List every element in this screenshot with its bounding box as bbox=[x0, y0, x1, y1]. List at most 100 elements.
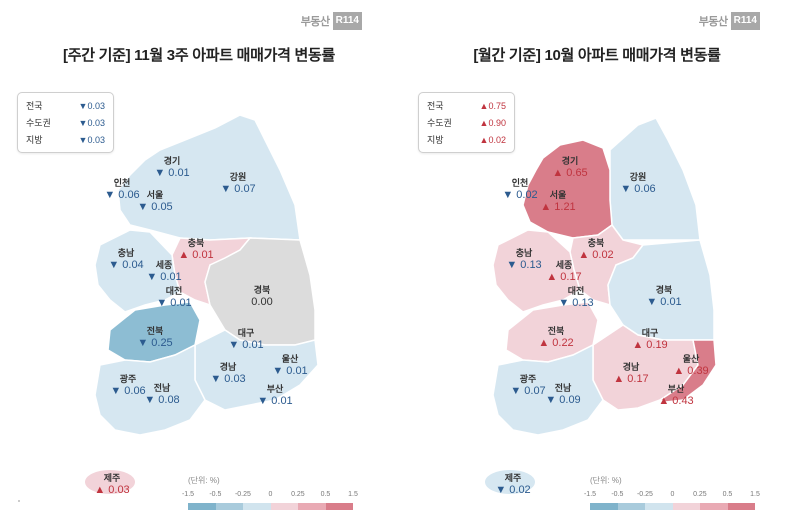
arrow-icon: ▲ bbox=[632, 339, 644, 351]
region-label-sejong: 세종 ▼ 0.01 bbox=[146, 260, 181, 284]
region-label-gangwon: 강원 ▼ 0.07 bbox=[220, 172, 255, 196]
arrow-icon: ▲ bbox=[94, 484, 106, 496]
monthly-map bbox=[485, 117, 717, 494]
legend-ticks: -1.5 -0.5 -0.25 0 0.25 0.5 1.5 bbox=[182, 491, 358, 501]
legend-tick: 0.5 bbox=[722, 491, 733, 498]
region-label-jeonnam: 전남 ▼ 0.09 bbox=[545, 383, 580, 407]
region-value: ▼ 0.07 bbox=[510, 385, 545, 398]
arrow-icon: ▼ bbox=[210, 373, 222, 385]
region-jeonnam bbox=[492, 343, 604, 436]
region-name: 충남 bbox=[117, 248, 135, 258]
region-value: ▼ 0.25 bbox=[137, 337, 172, 350]
region-value-number: 0.06 bbox=[118, 189, 140, 201]
summary-value: ▲0.02 bbox=[480, 135, 506, 145]
arrow-icon: ▼ bbox=[137, 337, 149, 349]
region-chungnam bbox=[492, 229, 581, 313]
region-value-number: 0.13 bbox=[572, 297, 594, 309]
down-arrow-icon: ▼ bbox=[78, 134, 88, 145]
arrow-icon: ▼ bbox=[110, 385, 122, 397]
region-value-number: 0.65 bbox=[566, 167, 588, 179]
region-value-number: 0.01 bbox=[168, 167, 190, 179]
region-name: 전남 bbox=[153, 383, 171, 393]
arrow-icon: ▼ bbox=[104, 189, 116, 201]
region-label-jeonnam: 전남 ▼ 0.08 bbox=[144, 383, 179, 407]
region-label-jeju: 제주 ▼ 0.02 bbox=[495, 473, 530, 497]
arrow-icon: ▼ bbox=[506, 259, 518, 271]
region-value-number: 0.01 bbox=[192, 249, 214, 261]
summary-name: 전국 bbox=[26, 101, 43, 111]
region-gyeonggi-gangwon bbox=[117, 114, 301, 241]
region-value: ▼ 0.04 bbox=[108, 259, 143, 272]
region-name: 제주 bbox=[103, 473, 121, 483]
down-arrow-icon: ▼ bbox=[78, 100, 88, 111]
logo-text: 부동산 bbox=[300, 16, 330, 28]
region-label-gangwon: 강원 ▼ 0.06 bbox=[620, 172, 655, 196]
region-label-seoul: 서울 ▲ 1.21 bbox=[540, 190, 575, 214]
region-value: ▲ 0.01 bbox=[178, 249, 213, 262]
region-name: 충북 bbox=[187, 238, 205, 248]
arrow-icon: ▲ bbox=[578, 249, 590, 261]
region-name: 제주 bbox=[504, 473, 522, 483]
region-label-gyeongnam: 경남 ▼ 0.03 bbox=[210, 362, 245, 386]
region-value-number: 0.02 bbox=[592, 249, 614, 261]
region-label-ulsan: 울산 ▲ 0.39 bbox=[673, 354, 708, 378]
down-arrow-icon: ▼ bbox=[78, 117, 88, 128]
summary-row: 수도권 ▲0.90 bbox=[419, 114, 514, 131]
weekly-map bbox=[85, 114, 319, 494]
region-value: ▼ 0.08 bbox=[144, 394, 179, 407]
region-value: ▼ 0.01 bbox=[156, 297, 191, 310]
region-label-seoul: 서울 ▼ 0.05 bbox=[137, 190, 172, 214]
region-value: ▼ 0.01 bbox=[272, 365, 307, 378]
region-label-daejeon: 대전 ▼ 0.13 bbox=[558, 286, 593, 310]
region-value: ▼ 0.06 bbox=[110, 385, 145, 398]
legend-tick: -0.5 bbox=[209, 491, 222, 498]
region-name: 인천 bbox=[113, 178, 131, 188]
legend-color-bar bbox=[590, 503, 755, 510]
region-value: ▼ 0.13 bbox=[558, 297, 593, 310]
region-label-jeju: 제주 ▲ 0.03 bbox=[94, 473, 129, 497]
region-label-gyeongbuk: 경북 ▼ 0.01 bbox=[646, 285, 681, 309]
region-name: 경북 bbox=[253, 285, 271, 295]
region-label-gyeonggi: 경기 ▲ 0.65 bbox=[552, 156, 587, 180]
up-arrow-icon: ▲ bbox=[479, 100, 489, 111]
region-value: ▼ 0.07 bbox=[220, 183, 255, 196]
region-value: ▼ 0.01 bbox=[646, 296, 681, 309]
arrow-icon: ▼ bbox=[220, 183, 232, 195]
region-value: ▲ 0.22 bbox=[538, 337, 573, 350]
region-label-incheon: 인천 ▼ 0.06 bbox=[104, 178, 139, 202]
region-value: ▼ 0.02 bbox=[502, 189, 537, 202]
region-ulsan-busan bbox=[658, 339, 717, 403]
arrow-icon: ▼ bbox=[146, 271, 158, 283]
arrow-icon: ▼ bbox=[137, 201, 149, 213]
arrow-icon: ▼ bbox=[228, 339, 240, 351]
legend-color-bar bbox=[188, 503, 353, 510]
summary-row: 지방 ▼0.03 bbox=[18, 131, 113, 148]
region-name: 대구 bbox=[641, 328, 659, 338]
region-jeju bbox=[85, 470, 135, 494]
region-label-chungnam: 충남 ▼ 0.04 bbox=[108, 248, 143, 272]
arrow-icon: ▼ bbox=[144, 394, 156, 406]
legend-tick: 0.25 bbox=[291, 491, 305, 498]
region-name: 경남 bbox=[219, 362, 237, 372]
region-value: ▲ 0.17 bbox=[613, 373, 648, 386]
region-value: ▼ 0.03 bbox=[210, 373, 245, 386]
legend-tick: -0.25 bbox=[234, 491, 251, 498]
region-name: 전남 bbox=[554, 383, 572, 393]
arrow-icon: ▼ bbox=[510, 385, 522, 397]
logo-mark: R114 bbox=[730, 12, 760, 30]
legend-tick: 0.25 bbox=[693, 491, 707, 498]
region-label-jeonbuk: 전북 ▲ 0.22 bbox=[538, 326, 573, 350]
region-value: ▲ 0.02 bbox=[578, 249, 613, 262]
region-value-number: 0.01 bbox=[160, 271, 182, 283]
summary-value-number: 0.03 bbox=[87, 117, 105, 128]
legend-tick: -0.5 bbox=[611, 491, 624, 498]
region-gyeongnam bbox=[194, 329, 319, 411]
arrow-icon: ▲ bbox=[538, 337, 550, 349]
region-value-number: 1.21 bbox=[554, 201, 576, 213]
summary-row: 수도권 ▼0.03 bbox=[18, 114, 113, 131]
legend-tick: 0 bbox=[268, 491, 273, 498]
region-value-number: 0.07 bbox=[524, 385, 546, 397]
region-value: ▲ 0.43 bbox=[658, 395, 693, 408]
legend-swatch bbox=[298, 503, 326, 510]
legend-swatch bbox=[215, 503, 243, 510]
